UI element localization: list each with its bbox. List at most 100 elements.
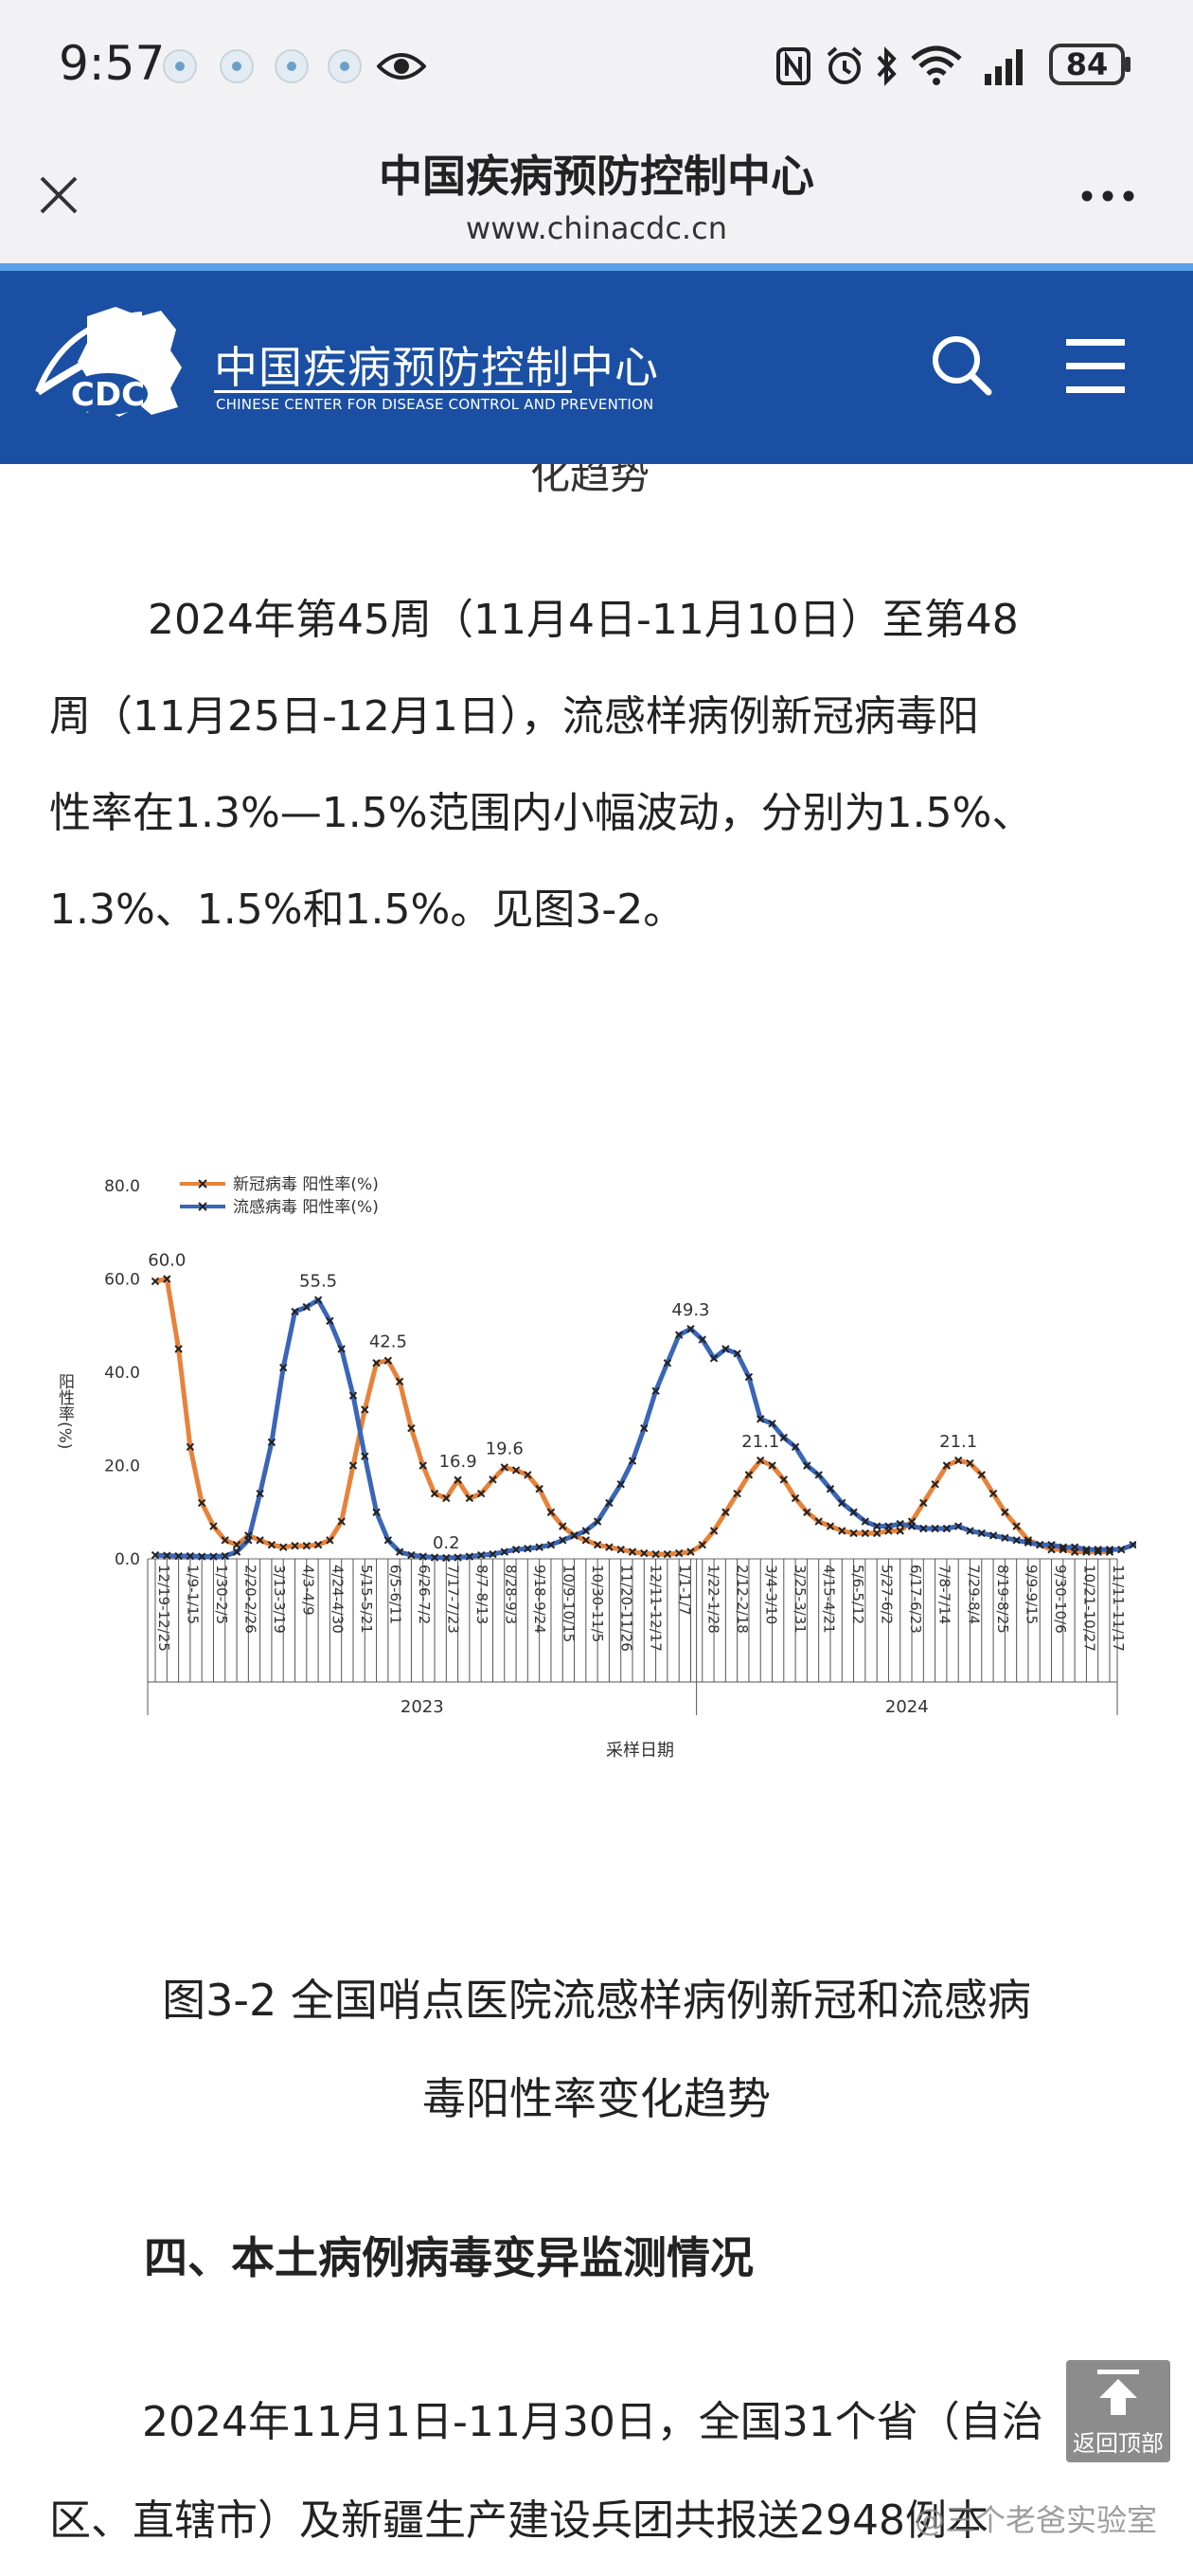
data-point: [535, 1543, 543, 1551]
battery-indicator: 84: [1049, 44, 1131, 85]
x-tick-label: 7/17-7/23: [444, 1565, 461, 1634]
data-point: [267, 1438, 276, 1447]
more-options-icon[interactable]: [1079, 189, 1136, 203]
data-point: [616, 1545, 625, 1554]
section-heading: 四、本土病例病毒变异监测情况: [144, 2232, 754, 2283]
signal-icon: [985, 49, 1023, 85]
data-point: [768, 1419, 776, 1428]
data-point: [489, 1476, 497, 1484]
data-label: 49.3: [671, 1300, 709, 1320]
data-point: [779, 1433, 789, 1442]
data-point: [814, 1517, 823, 1526]
data-point: [733, 1350, 741, 1358]
data-point: [256, 1489, 264, 1498]
x-tick-label: 10/30-11/5: [589, 1565, 606, 1642]
legend-entry: 流感病毒 阳性率(%): [233, 1198, 379, 1217]
data-point: [1129, 1541, 1136, 1549]
notification-app-icon: [328, 49, 362, 83]
figure-caption: 毒阳性率变化趋势: [422, 2073, 771, 2124]
data-point: [593, 1517, 602, 1526]
data-point: [546, 1541, 556, 1549]
data-point: [361, 1452, 369, 1460]
data-point: [966, 1458, 974, 1468]
nfc-icon: [776, 47, 810, 85]
data-point: [686, 1324, 695, 1333]
data-point: [326, 1316, 334, 1326]
data-point: [605, 1543, 614, 1551]
data-point: [348, 1461, 358, 1470]
data-point: [337, 1345, 346, 1353]
data-point: [953, 1456, 963, 1465]
data-point: [757, 1415, 765, 1423]
page-title: 中国疾病预防控制中心: [379, 151, 814, 202]
data-point: [186, 1551, 195, 1561]
data-point: [395, 1547, 404, 1556]
data-point: [838, 1498, 846, 1508]
data-point: [418, 1552, 427, 1561]
data-point: [698, 1335, 706, 1344]
data-point: [896, 1527, 904, 1535]
data-point: [1070, 1543, 1079, 1551]
data-point: [931, 1479, 939, 1489]
data-label: 0.2: [433, 1533, 460, 1553]
x-tick-label: 8/19-8/25: [994, 1565, 1011, 1634]
data-point: [232, 1547, 241, 1556]
data-point: [279, 1363, 288, 1372]
data-point: [651, 1549, 660, 1559]
x-tick-label: 9/18-9/24: [531, 1565, 548, 1634]
paragraph-line: 区、直辖市）及新疆生产建设兵团共报送2948例本: [49, 2496, 988, 2545]
x-tick-label: 1/9-1/15: [185, 1565, 202, 1624]
x-tick-label: 3/13-3/19: [271, 1565, 288, 1634]
x-tick-label: 6/26-7/2: [416, 1565, 433, 1624]
data-point: [872, 1522, 881, 1530]
close-icon[interactable]: [34, 170, 83, 220]
data-point: [361, 1405, 369, 1414]
data-point: [163, 1551, 171, 1560]
positivity-rate-chart: 新冠病毒 阳性率(%) 流感病毒 阳性率(%) 80.0 60.0 40.0 20.0 0…: [57, 1175, 1136, 1761]
data-point: [663, 1358, 672, 1368]
data-point: [535, 1484, 543, 1494]
data-point: [698, 1541, 706, 1549]
data-point: [640, 1423, 649, 1433]
data-point: [313, 1296, 323, 1304]
data-point: [872, 1529, 881, 1538]
data-point: [407, 1423, 416, 1433]
data-point: [244, 1536, 253, 1545]
cdc-logo[interactable]: CDC: [28, 301, 189, 430]
x-tick-label: 6/5-6/11: [386, 1565, 403, 1624]
x-tick-label: 4/15-4/21: [821, 1565, 838, 1634]
watermark: @三个老爸实验室: [915, 2502, 1158, 2538]
data-point: [593, 1541, 602, 1549]
data-point: [209, 1552, 218, 1561]
data-point: [1105, 1547, 1114, 1556]
data-point: [709, 1527, 719, 1535]
data-point: [1036, 1541, 1044, 1549]
data-point: [1082, 1545, 1091, 1554]
back-to-top-button[interactable]: 返回顶部: [1066, 2360, 1170, 2462]
data-point: [174, 1345, 183, 1353]
x-tick-label: 1/22-1/28: [704, 1565, 721, 1634]
y-tick-label: 40.0: [104, 1364, 140, 1383]
data-point: [559, 1522, 567, 1530]
menu-icon[interactable]: [1064, 337, 1127, 394]
data-point: [163, 1275, 171, 1283]
data-point: [977, 1471, 986, 1479]
status-bar: 9:57 84: [0, 0, 1193, 133]
data-point: [546, 1508, 556, 1516]
data-point: [1012, 1536, 1021, 1545]
year-label: 2024: [885, 1697, 929, 1717]
data-point: [221, 1551, 229, 1561]
clock: 9:57: [59, 36, 166, 91]
data-point: [454, 1476, 462, 1484]
cut-off-heading: 化趋势: [530, 452, 650, 498]
eye-icon: [377, 53, 426, 80]
y-tick-label: 80.0: [104, 1177, 140, 1196]
site-header: [0, 271, 1193, 464]
x-tick-label: 1/1-1/7: [676, 1565, 693, 1616]
x-tick-label: 6/17-6/23: [907, 1565, 924, 1634]
data-point: [209, 1522, 218, 1530]
y-tick-label: 60.0: [104, 1271, 140, 1290]
data-point: [1024, 1538, 1033, 1547]
search-icon[interactable]: [930, 333, 992, 396]
data-point: [570, 1531, 579, 1540]
